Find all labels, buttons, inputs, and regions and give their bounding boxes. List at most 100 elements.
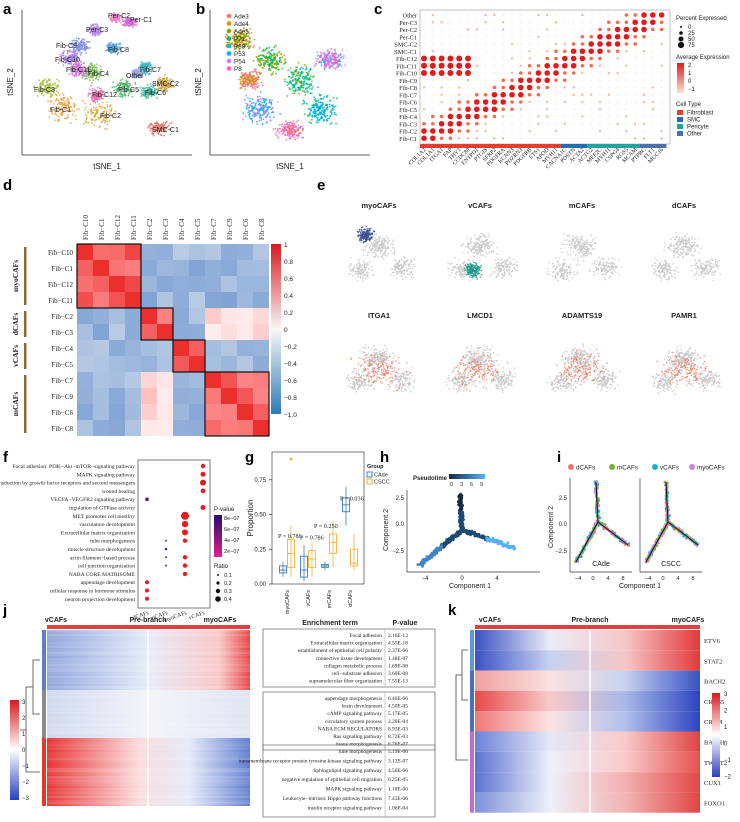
dot [608,123,610,125]
term-cell: transmembrane receptor protein tyrosine … [239,758,383,764]
row-label: Fib−C6 [52,409,74,417]
subplot-title: ITGA1 [368,311,390,320]
dot [493,72,496,74]
dot [536,63,541,68]
dot [438,70,445,76]
subplot-title: dCAFs [672,201,696,210]
corr-cell [141,324,157,340]
dot [440,79,443,81]
dot [660,79,663,81]
dot [440,43,443,45]
term-cell: supramolecular fiber organization [309,678,382,685]
x-tick-label: 8 [691,576,694,582]
corr-cell [189,420,205,436]
dot [614,26,621,33]
pvalue-cell: 1.06E-04 [388,805,408,811]
dot [484,86,487,89]
enrichment-dotplot: Focal adhesion: PI3K−Akt−mTOR−signaling … [0,463,206,624]
dot [588,48,594,55]
dot [597,33,603,40]
dot [642,100,646,104]
dot [597,41,603,47]
dot [483,92,488,97]
dot [528,43,531,45]
dot [520,115,522,118]
subplot-title: myoCAFs [361,201,396,210]
panel-f: f Focal adhesion: PI3K−Akt−mTOR−signalin… [0,449,239,624]
label: Per-C3 [86,27,108,34]
dot [643,57,645,60]
legend-value: 0 [688,79,692,85]
dot [484,28,487,31]
dot [449,94,452,96]
legend-entry: P53 [234,51,246,58]
trajectory-point [506,541,510,545]
label: Fib-C1 [50,107,71,114]
x-tick-label: vCAFs [306,590,312,607]
box [329,533,337,554]
dot [608,57,610,60]
dot [528,50,531,53]
legend-dot [680,26,682,28]
dot [422,108,426,111]
dot [423,50,425,52]
dot [642,137,646,140]
corr-cell [189,308,205,324]
corr-cell [189,276,205,292]
heatmap-row [475,792,700,813]
pvalue-scale [214,515,222,557]
dot [572,108,575,110]
group-label: mCAFs [11,392,20,417]
corr-cell [93,308,109,324]
trajectory-point [459,507,463,511]
dot [608,86,610,89]
dot [643,130,645,132]
dot [555,14,557,16]
dot [658,12,665,18]
dot [597,48,603,55]
legend-title: Average Expression [676,55,730,61]
dot [511,50,513,52]
corr-cell [109,356,125,372]
dot [528,108,531,110]
dot [448,136,453,141]
corr-cell [109,308,125,324]
scale-tick: −0.4 [284,361,297,368]
column-header: vCAFs [479,617,501,624]
legend-title: Group [367,464,384,470]
dot [554,56,558,61]
dot [590,93,593,96]
dot [563,71,567,75]
dot [484,122,487,125]
corr-cell [205,388,221,404]
corr-cell [173,420,189,436]
dot [440,50,443,52]
cluster-bar [42,738,46,806]
dot [581,137,584,139]
corr-cell [109,404,125,420]
term-cell: negative regulation of epithelial cell m… [282,776,382,783]
dot [625,108,628,110]
trajectory-point [416,563,420,566]
dot [476,14,478,16]
x-tick-label: 4 [495,576,499,582]
dot [652,36,654,38]
dot [589,56,593,61]
scale-tick: 3 [724,692,728,698]
dot [625,64,628,67]
dot [537,50,540,52]
dot [528,36,531,38]
dot [651,27,655,32]
term-cell: tissue morphogenesis [336,742,382,748]
x-tick-label: myoCAFs [285,590,291,614]
dot [581,123,584,125]
enrichment-dot [165,564,167,567]
dot [660,36,663,38]
scale-tick: −0.6 [284,378,297,385]
panel-e: e myoCAFs vCAFs mCAFs dCAFs ITGA1 LMCD1 ADAMTS… [317,177,722,396]
corr-cell [141,420,157,436]
dot [520,43,522,45]
cell-cluster [87,85,105,104]
panel-label: h [380,449,389,466]
